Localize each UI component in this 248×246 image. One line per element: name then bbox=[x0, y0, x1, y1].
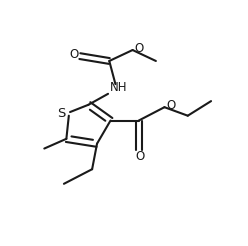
Text: O: O bbox=[135, 150, 145, 163]
Text: NH: NH bbox=[110, 81, 128, 94]
Text: O: O bbox=[166, 99, 175, 112]
Text: O: O bbox=[134, 42, 143, 55]
Text: S: S bbox=[57, 107, 66, 120]
Text: O: O bbox=[69, 48, 78, 62]
